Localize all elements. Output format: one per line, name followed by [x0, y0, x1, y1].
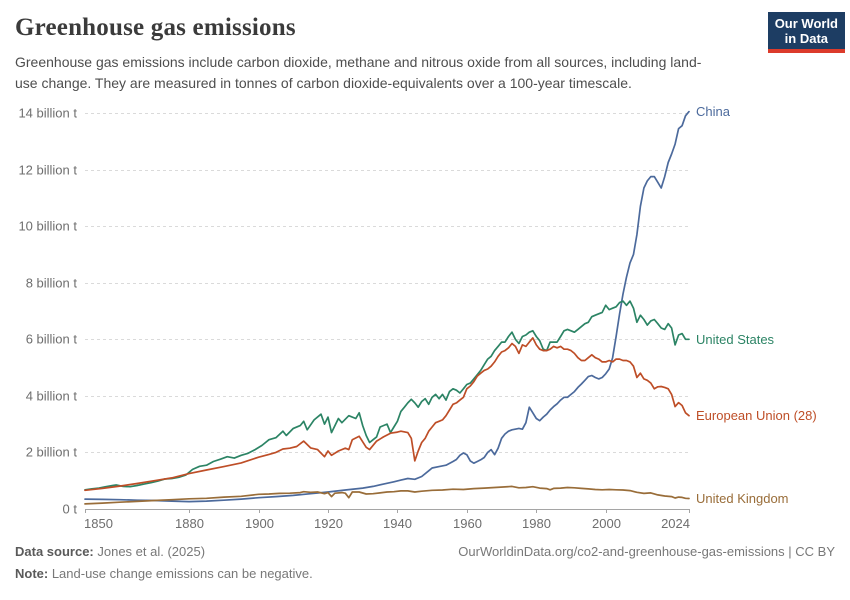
owid-logo-line2: in Data [784, 31, 829, 46]
y-axis-tick-label: 6 billion t [26, 332, 78, 347]
y-axis-tick-label: 0 t [63, 502, 78, 517]
x-axis-tick-label: 2024 [661, 516, 690, 531]
x-axis-tick-label: 1880 [175, 516, 204, 531]
x-axis-tick-label: 1980 [522, 516, 551, 531]
x-axis-tick-label: 2000 [592, 516, 621, 531]
attribution-link[interactable]: OurWorldinData.org/co2-and-greenhouse-ga… [458, 544, 835, 559]
data-source-value: Jones et al. (2025) [93, 544, 206, 559]
y-axis-tick-label: 8 billion t [26, 276, 78, 291]
x-axis-tick-label: 1850 [84, 516, 113, 531]
line-united-states[interactable] [84, 300, 690, 491]
y-axis-tick-label: 4 billion t [26, 389, 78, 404]
line-china[interactable] [84, 110, 690, 503]
chart-footer: Data source: Jones et al. (2025) OurWorl… [15, 544, 835, 581]
page-title: Greenhouse gas emissions [15, 14, 296, 41]
y-axis-tick-label: 14 billion t [18, 106, 77, 121]
y-axis-tick-label: 10 billion t [18, 219, 77, 234]
series-label-united-states[interactable]: United States [696, 332, 775, 347]
y-axis-tick-label: 2 billion t [26, 445, 78, 460]
owid-logo-line1: Our World [774, 16, 838, 31]
series-label-united-kingdom[interactable]: United Kingdom [696, 491, 789, 506]
data-source-label: Data source: [15, 544, 94, 559]
data-source-line: Data source: Jones et al. (2025) [15, 544, 205, 559]
line-european-union-28[interactable] [84, 337, 690, 492]
x-axis-tick-label: 1960 [453, 516, 482, 531]
owid-logo[interactable]: Our World in Data [767, 12, 845, 53]
x-axis-tick-label: 1940 [383, 516, 412, 531]
line-united-kingdom[interactable] [84, 485, 690, 505]
x-axis-tick-label: 1920 [314, 516, 343, 531]
chart-subtitle: Greenhouse gas emissions include carbon … [15, 54, 702, 91]
x-axis-tick-label: 1900 [245, 516, 274, 531]
note-value: Land-use change emissions can be negativ… [48, 566, 313, 581]
y-axis-tick-label: 12 billion t [18, 163, 77, 178]
note-line: Note: Land-use change emissions can be n… [15, 566, 313, 581]
note-label: Note: [15, 566, 49, 581]
series-label-china[interactable]: China [696, 104, 731, 119]
series-label-european-union-28[interactable]: European Union (28) [696, 408, 817, 423]
